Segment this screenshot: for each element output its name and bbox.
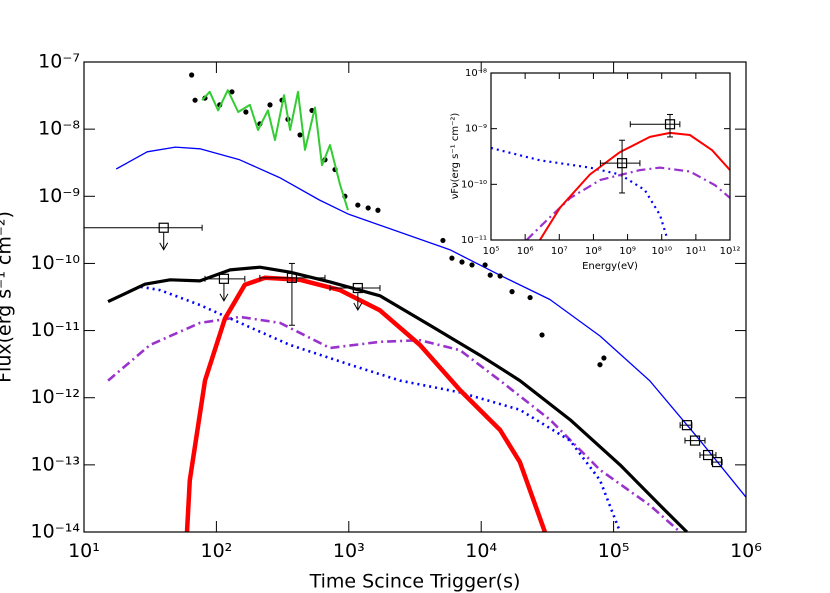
x-tick-label: 10⁵ [483, 246, 500, 257]
data-point [601, 355, 607, 361]
y-tick-label: 10⁻⁷ [38, 51, 80, 73]
x-tick-label: 10¹⁰ [651, 246, 672, 257]
y-tick-label: 10⁻⁸ [465, 68, 487, 79]
data-square [158, 222, 169, 233]
data-point [487, 272, 493, 278]
data-point [192, 97, 198, 103]
x-tick-label: 10² [201, 540, 233, 562]
model-line [184, 275, 548, 532]
y-tick-label: 10⁻¹¹ [31, 319, 80, 341]
data-point [375, 207, 381, 213]
x-tick-label: 10⁹ [619, 246, 636, 257]
plot-frame [83, 61, 747, 533]
model-line [201, 89, 349, 211]
model-line [115, 146, 746, 498]
data-square [711, 456, 723, 468]
plot-content [84, 72, 746, 532]
model-line [107, 315, 681, 532]
x-tick-label: 10¹¹ [685, 246, 706, 257]
data-point [229, 89, 235, 95]
y-tick-label: 10⁻¹³ [31, 453, 80, 475]
data-point [497, 273, 503, 279]
y-tick-label: 10⁻⁹ [465, 124, 487, 135]
data-point [297, 132, 303, 138]
data-point [189, 72, 195, 78]
data-point [469, 262, 475, 268]
data-square [702, 449, 714, 461]
data-square [689, 435, 701, 446]
x-tick-label: 10⁶ [517, 246, 534, 257]
upper-limit-arrow [159, 232, 169, 251]
data-point [365, 205, 371, 211]
y-axis-label: Flux(erg s⁻¹ cm⁻²) [0, 211, 16, 383]
data-square [616, 158, 628, 169]
x-tick-label: 10¹² [720, 246, 741, 257]
data-point [267, 102, 273, 108]
model-line [525, 166, 730, 240]
data-point [449, 255, 455, 261]
x-axis-label: Energy(eV) [582, 261, 638, 272]
data-square [681, 420, 693, 431]
y-tick-label: 10⁻¹¹ [461, 235, 487, 246]
x-tick-label: 10⁵ [598, 540, 630, 562]
data-square [664, 119, 676, 130]
x-tick-label: 10³ [333, 540, 365, 562]
data-point [482, 262, 488, 268]
plot-content [491, 113, 730, 240]
y-tick-label: 10⁻¹⁴ [31, 521, 81, 543]
data-point [597, 362, 603, 368]
model-line [107, 285, 622, 532]
x-tick-label: 10⁴ [465, 540, 497, 562]
data-square [352, 282, 363, 294]
model-line [107, 265, 689, 532]
chart-1: 10⁵ 10⁶ 10⁷ 10⁸ 10⁹ 10¹⁰ 10¹¹ 10¹² 10⁻¹¹ 10⁻¹⁰ 10⁻… [450, 68, 740, 272]
x-tick-label: 10⁸ [585, 246, 602, 257]
data-point [527, 294, 533, 301]
x-axis-label: Time Scince Trigger(s) [309, 571, 521, 593]
y-tick-label: 10⁻¹⁰ [461, 179, 487, 190]
data-point [355, 202, 361, 208]
y-tick-label: 10⁻¹² [31, 386, 80, 408]
data-point [243, 109, 249, 115]
x-tick-label: 10¹ [68, 540, 100, 562]
model-line [539, 131, 730, 240]
data-point [509, 289, 515, 295]
plot-frame [490, 72, 731, 241]
data-square [286, 272, 298, 283]
upper-limit-arrow [219, 283, 229, 302]
y-tick-label: 10⁻¹⁰ [31, 252, 80, 274]
y-tick-label: 10⁻⁸ [38, 118, 80, 140]
plot-area [491, 73, 730, 240]
x-tick-label: 10⁷ [551, 246, 568, 257]
data-point [440, 237, 446, 244]
data-point [539, 332, 545, 338]
data-square [218, 273, 230, 284]
x-tick-label: 10⁶ [730, 540, 762, 562]
y-axis-label: νFν(erg s⁻¹ cm⁻²) [450, 113, 461, 200]
data-point [459, 259, 465, 265]
y-tick-label: 10⁻⁹ [38, 185, 80, 207]
upper-limit-arrow [353, 293, 363, 312]
